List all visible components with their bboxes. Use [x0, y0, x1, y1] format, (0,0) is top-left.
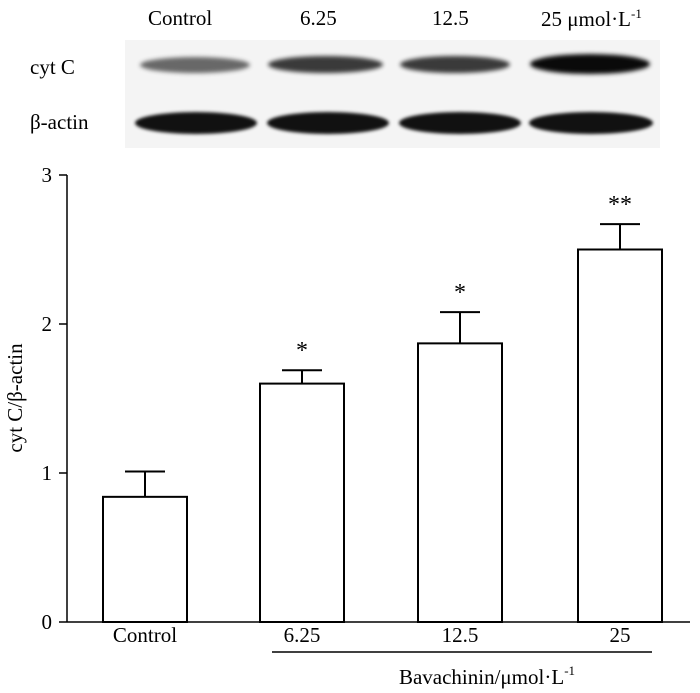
- blot-lane-label-6-25: 6.25: [300, 6, 337, 30]
- cytc-band-25: [530, 54, 650, 74]
- y-tick-label: 0: [42, 610, 53, 634]
- actin-band-control: [135, 112, 257, 134]
- y-tick-label: 3: [42, 163, 53, 187]
- blot-lane-label-control: Control: [148, 6, 213, 30]
- significance-mark: *: [454, 280, 466, 306]
- x-tick-label: 6.25: [284, 623, 321, 647]
- x-tick-label: 25: [610, 623, 631, 647]
- bar-6-25: [259, 382, 345, 623]
- blot-row-label-actin: β-actin: [30, 110, 89, 134]
- actin-band-25: [529, 112, 653, 134]
- blot-lane-label-25: 25 μmol·L-1: [541, 6, 642, 31]
- significance-mark: **: [608, 192, 632, 218]
- actin-band-12-5: [399, 112, 521, 134]
- bars: ****: [102, 192, 663, 623]
- x-axis-label: Bavachinin/μmol·L-1: [399, 663, 575, 689]
- bar-25: [577, 248, 663, 623]
- western-blot-image: [125, 40, 660, 148]
- x-tick-labels: Control 6.25 12.5 25: [113, 623, 631, 647]
- significance-mark: *: [296, 338, 308, 364]
- cytc-band-6-25: [268, 56, 383, 73]
- y-tick-label: 2: [42, 312, 53, 336]
- cytc-band-12-5: [400, 56, 510, 73]
- y-tick-label: 1: [42, 461, 53, 485]
- bar-control: [102, 495, 188, 623]
- y-ticks: 0 1 2 3: [42, 163, 67, 634]
- y-axis-label: cyt C/β-actin: [3, 343, 27, 453]
- blot-row-label-cytc: cyt C: [30, 55, 75, 79]
- blot-lane-label-12-5: 12.5: [432, 6, 469, 30]
- bar-12-5: [417, 342, 503, 623]
- x-tick-label: 12.5: [442, 623, 479, 647]
- cytc-band-control: [140, 57, 250, 73]
- x-tick-label: Control: [113, 623, 177, 647]
- actin-band-6-25: [267, 112, 389, 134]
